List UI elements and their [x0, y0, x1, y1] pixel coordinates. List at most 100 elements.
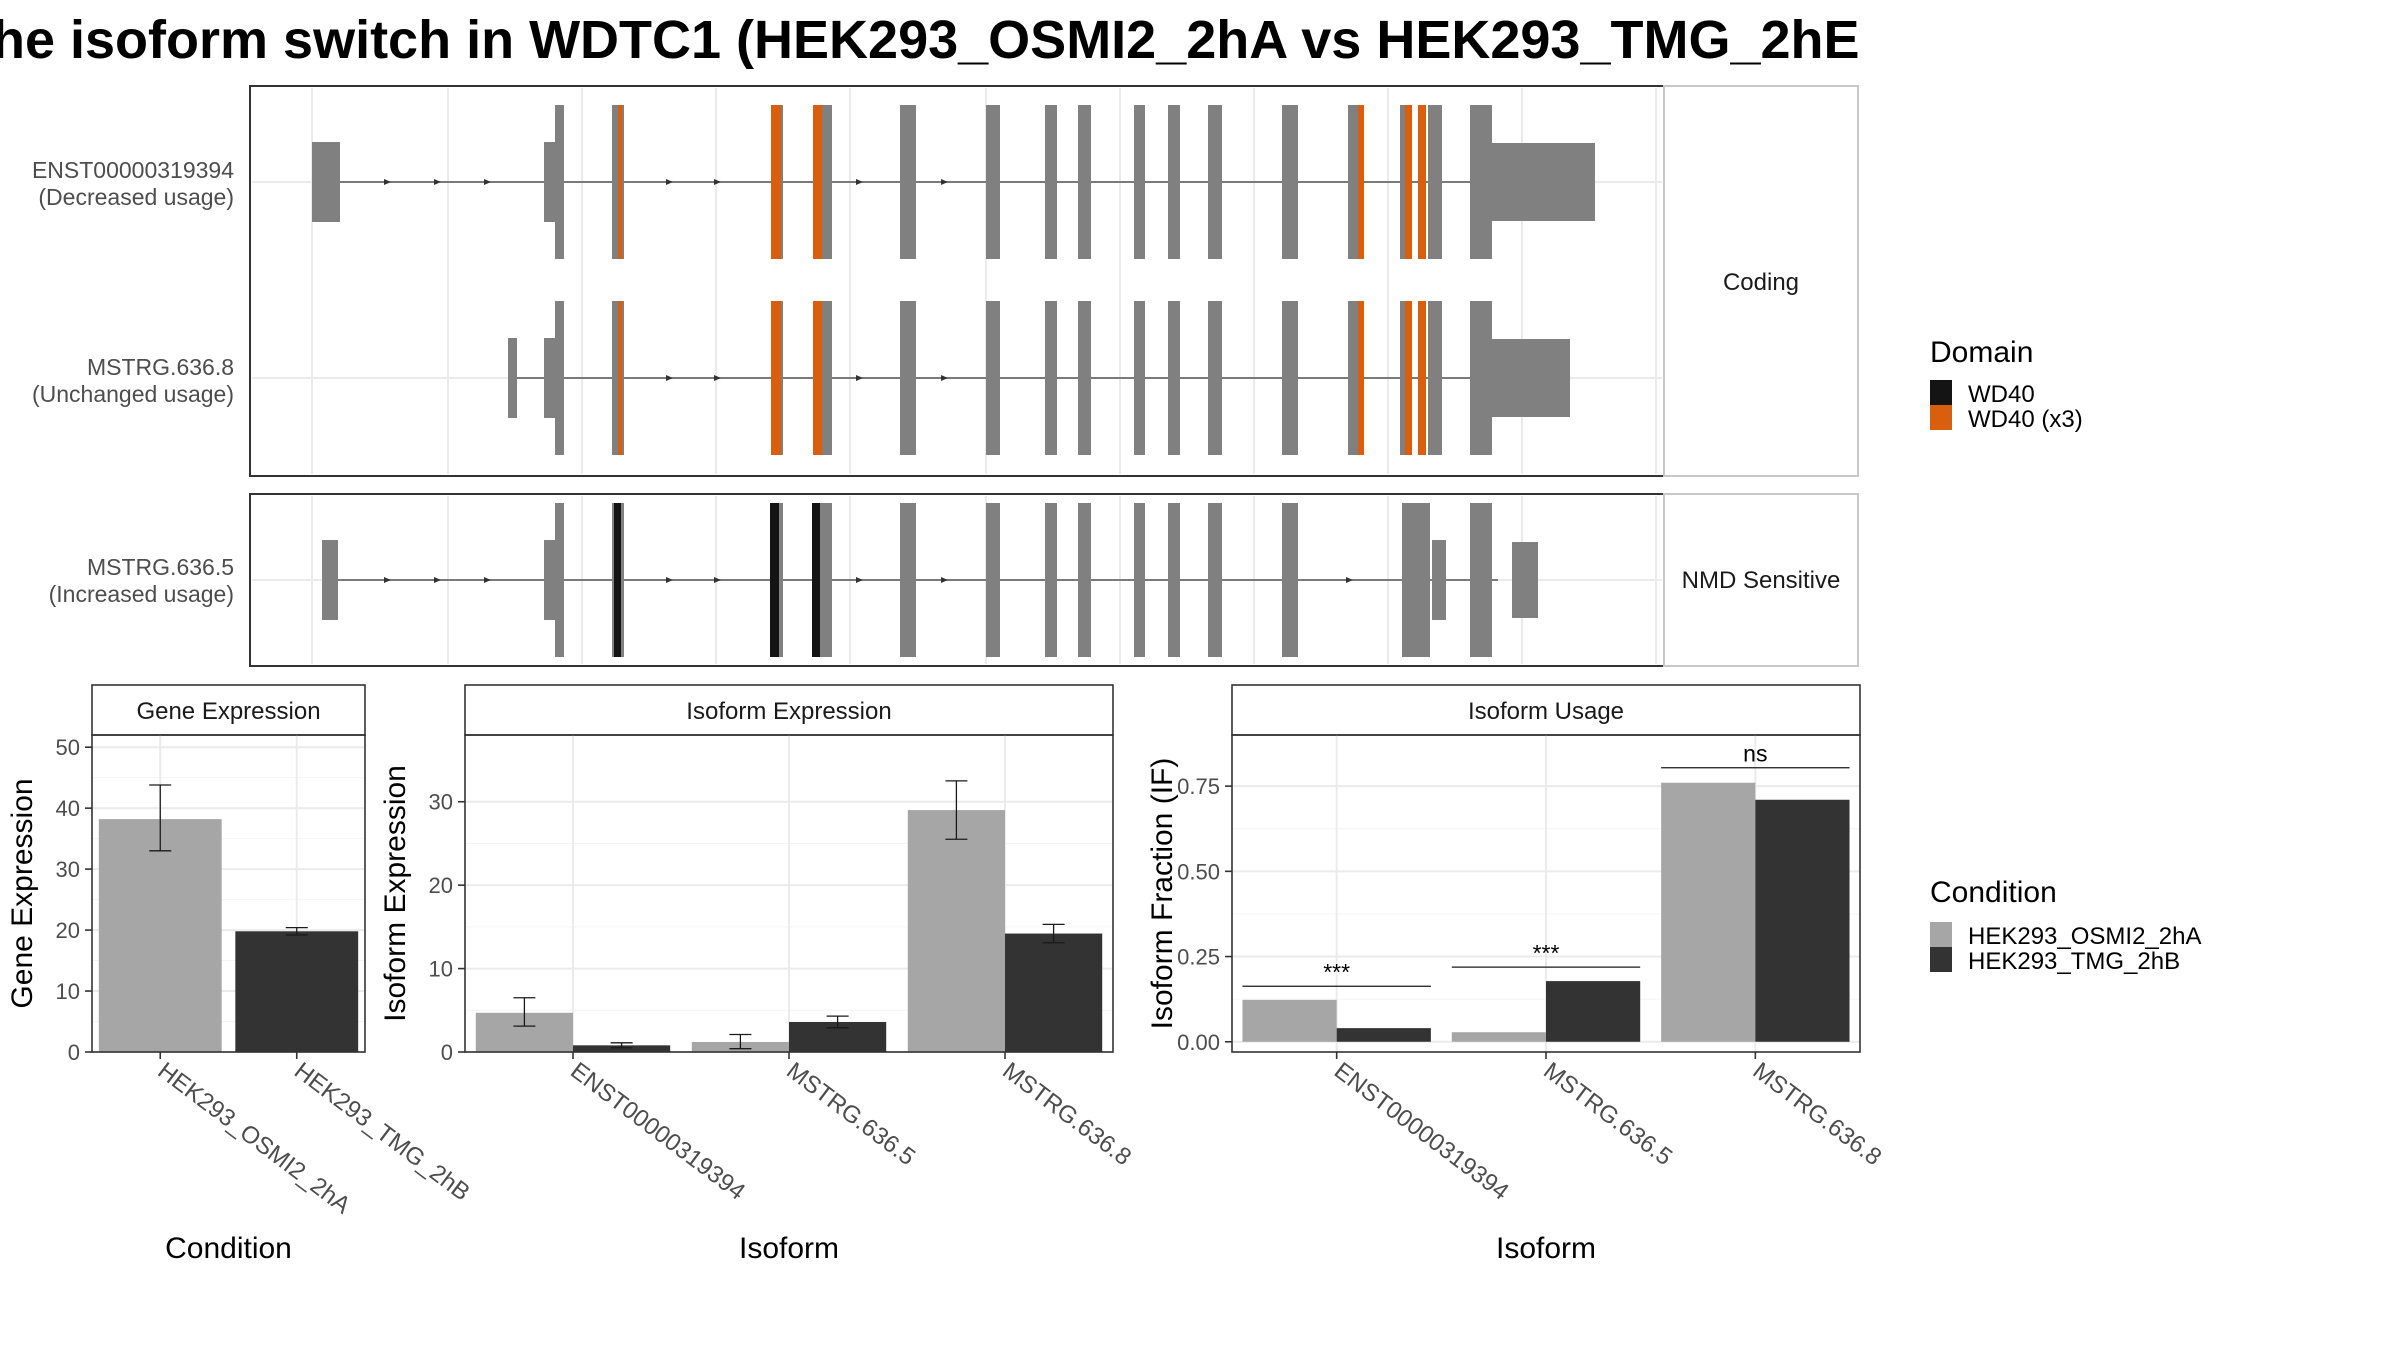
utr-exon: [1490, 339, 1570, 417]
exon: [1134, 503, 1145, 657]
condition-legend: Condition HEK293_OSMI2_2hA HEK293_TMG_2h…: [1930, 876, 2201, 975]
error-bar: [285, 926, 308, 936]
transcript-usage-2: (Unchanged usage): [32, 381, 234, 407]
y-axis-title: Isoform Expression: [379, 765, 412, 1022]
error-bar: [513, 997, 536, 1027]
strand-arrow: [1346, 577, 1353, 583]
strand-arrow: [714, 577, 721, 583]
chart-title: Gene Expression: [136, 698, 320, 725]
exon: [1078, 503, 1091, 657]
exon: [1428, 301, 1442, 455]
y-tick-label: 20: [56, 918, 80, 943]
exon: [1282, 105, 1298, 259]
domain-wd40x3: [1405, 105, 1412, 259]
exon: [1470, 503, 1492, 657]
x-tick-label: MSTRG.636.5: [1538, 1057, 1677, 1171]
facet-label-nmd: NMD Sensitive: [1682, 567, 1841, 594]
strand-arrow: [714, 375, 721, 381]
exon: [544, 338, 556, 418]
exon: [1045, 105, 1057, 259]
domain-wd40: [770, 503, 779, 657]
transcript-usage-1: (Decreased usage): [38, 184, 234, 210]
panel-border: [1231, 734, 1861, 1053]
strand-arrow: [856, 577, 863, 583]
transcript-tracks: [312, 105, 1595, 657]
bar: [1242, 999, 1337, 1042]
exon: [900, 301, 916, 455]
chart-title: Isoform Usage: [1468, 698, 1624, 725]
exon: [1282, 503, 1298, 657]
domain-wd40x3: [618, 105, 622, 259]
transcript-label-1: ENST00000319394: [32, 157, 234, 183]
exon: [1432, 540, 1446, 620]
exon: [1208, 301, 1222, 455]
facet-strip-coding: [1663, 85, 1859, 477]
exon: [1470, 105, 1492, 259]
domain-wd40: [812, 503, 820, 657]
bar: [1451, 1032, 1546, 1042]
bar: [1661, 782, 1756, 1042]
transcript-usage-3: (Increased usage): [49, 581, 234, 607]
strand-arrow: [856, 179, 863, 185]
utr-exon: [1490, 143, 1595, 221]
exon: [1428, 105, 1442, 259]
exon: [1134, 105, 1145, 259]
exon: [1045, 301, 1057, 455]
y-tick-label: 0: [441, 1040, 453, 1065]
x-tick-label: MSTRG.636.5: [781, 1057, 920, 1171]
legend-swatch-condition-b: [1930, 947, 1952, 972]
significance-label: ***: [1533, 940, 1560, 966]
bar: [907, 810, 1005, 1052]
y-tick-label: 0.00: [1177, 1030, 1220, 1055]
exon: [555, 105, 564, 259]
panel-border: [464, 734, 1114, 1053]
strand-arrow: [484, 179, 491, 185]
x-tick-label: ENST00000319394: [565, 1057, 750, 1205]
condition-legend-title: Condition: [1930, 876, 2057, 909]
chart-isoform-usage: Isoform Usage 0.00 0.25 0.50 0.75 *** ENST0000…: [1146, 684, 1886, 1265]
significance-label: ns: [1743, 741, 1767, 767]
exon: [1208, 105, 1222, 259]
y-tick-label: 0.75: [1177, 774, 1220, 799]
error-bar: [729, 1033, 752, 1050]
domain-wd40x3: [1405, 301, 1412, 455]
legend-label-wd40: WD40: [1968, 381, 2035, 408]
legend-label-wd40x3: WD40 (x3): [1968, 406, 2083, 433]
exon: [312, 142, 340, 222]
legend-swatch-wd40: [1930, 380, 1952, 405]
strand-arrow: [941, 179, 948, 185]
strand-arrow: [384, 179, 391, 185]
exon: [1168, 503, 1180, 657]
domain-wd40x3: [1418, 105, 1426, 259]
chart-isoform-expression: Isoform Expression 0 10 20 30 ENST00000319394…: [379, 684, 1136, 1265]
x-axis-title: Isoform: [1496, 1232, 1596, 1265]
facet-strip: [464, 684, 1114, 736]
bar: [1755, 799, 1850, 1042]
domain-wd40: [614, 503, 621, 657]
strand-arrow: [484, 577, 491, 583]
exon: [986, 503, 1000, 657]
legend-swatch-wd40x3: [1930, 405, 1952, 430]
strand-arrow: [666, 375, 673, 381]
exon: [1402, 503, 1430, 657]
exon: [544, 142, 556, 222]
domain-wd40x3: [813, 105, 822, 259]
strand-arrow: [666, 577, 673, 583]
exon: [508, 338, 517, 418]
exon: [1282, 301, 1298, 455]
exon: [1512, 542, 1538, 618]
y-tick-label: 30: [429, 790, 453, 815]
exon: [1078, 301, 1091, 455]
exon: [900, 503, 916, 657]
strand-arrow: [384, 577, 391, 583]
strand-arrow: [941, 577, 948, 583]
exon: [555, 503, 564, 657]
domain-wd40x3: [1358, 301, 1364, 455]
exon: [322, 540, 338, 620]
domain-wd40x3: [1358, 105, 1364, 259]
y-tick-label: 50: [56, 735, 80, 760]
chart-title: Isoform Expression: [686, 698, 891, 725]
y-axis-title: Gene Expression: [6, 778, 39, 1008]
transcript-structure-plot: Coding NMD Sensitive ENST00000319394 (De…: [32, 85, 1859, 667]
